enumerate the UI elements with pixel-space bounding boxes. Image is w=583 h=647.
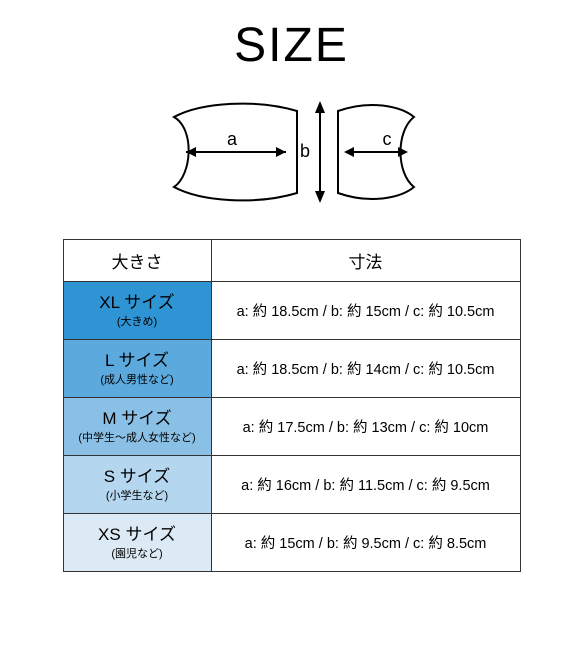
header-dimensions: 寸法	[211, 240, 520, 282]
size-main: XL サイズ	[66, 292, 209, 314]
header-size: 大きさ	[63, 240, 211, 282]
table-row: L サイズ (成人男性など) a: 約 18.5cm / b: 約 14cm /…	[63, 340, 520, 398]
size-main: M サイズ	[66, 408, 209, 430]
table-row: XS サイズ (園児など) a: 約 15cm / b: 約 9.5cm / c…	[63, 514, 520, 572]
table-header-row: 大きさ 寸法	[63, 240, 520, 282]
table-row: M サイズ (中学生～成人女性など) a: 約 17.5cm / b: 約 13…	[63, 398, 520, 456]
table-row: XL サイズ (大きめ) a: 約 18.5cm / b: 約 15cm / c…	[63, 282, 520, 340]
table-row: S サイズ (小学生など) a: 約 16cm / b: 約 11.5cm / …	[63, 456, 520, 514]
dim-cell: a: 約 18.5cm / b: 約 14cm / c: 約 10.5cm	[211, 340, 520, 398]
size-main: XS サイズ	[66, 524, 209, 546]
diagram-label-a: a	[226, 129, 237, 149]
dim-cell: a: 約 15cm / b: 約 9.5cm / c: 約 8.5cm	[211, 514, 520, 572]
dim-cell: a: 約 17.5cm / b: 約 13cm / c: 約 10cm	[211, 398, 520, 456]
size-main: S サイズ	[66, 466, 209, 488]
size-cell-m: M サイズ (中学生～成人女性など)	[63, 398, 211, 456]
diagram-label-c: c	[382, 129, 391, 149]
size-main: L サイズ	[66, 350, 209, 372]
dim-cell: a: 約 16cm / b: 約 11.5cm / c: 約 9.5cm	[211, 456, 520, 514]
size-title: SIZE	[234, 18, 349, 73]
mask-diagram: a b c	[162, 87, 422, 217]
diagram-label-b: b	[299, 141, 309, 161]
size-sub: (成人男性など)	[66, 374, 209, 387]
size-cell-xs: XS サイズ (園児など)	[63, 514, 211, 572]
size-sub: (中学生～成人女性など)	[66, 432, 209, 445]
size-cell-l: L サイズ (成人男性など)	[63, 340, 211, 398]
size-sub: (小学生など)	[66, 490, 209, 503]
size-cell-s: S サイズ (小学生など)	[63, 456, 211, 514]
dim-cell: a: 約 18.5cm / b: 約 15cm / c: 約 10.5cm	[211, 282, 520, 340]
size-sub: (大きめ)	[66, 316, 209, 329]
size-sub: (園児など)	[66, 548, 209, 561]
size-cell-xl: XL サイズ (大きめ)	[63, 282, 211, 340]
size-table: 大きさ 寸法 XL サイズ (大きめ) a: 約 18.5cm / b: 約 1…	[63, 239, 521, 572]
